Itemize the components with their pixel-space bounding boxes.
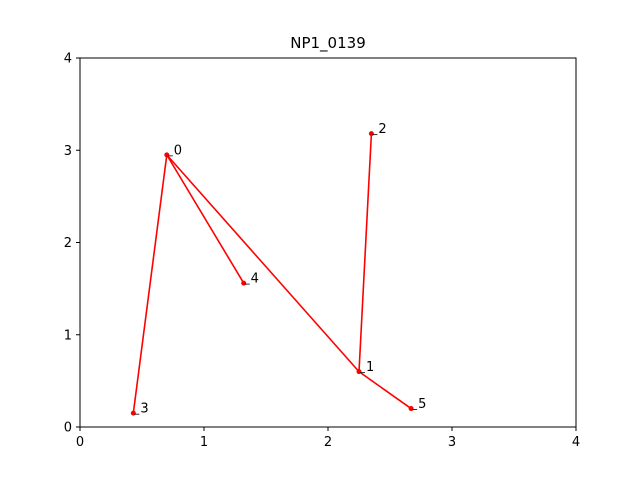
- x-tick-label: 2: [324, 435, 332, 450]
- point-label-5: 5: [418, 397, 426, 412]
- route-point-0: [164, 152, 170, 158]
- y-tick-label: 3: [64, 144, 72, 159]
- route-point-5: [408, 406, 414, 412]
- point-label-0: 0: [174, 143, 182, 158]
- point-label-3: 3: [140, 402, 148, 417]
- route-segment-0-4: [166, 154, 245, 284]
- plot-area: [79, 57, 577, 428]
- x-axis: 0 1 2 3 4: [76, 427, 580, 450]
- x-tick-label: 0: [76, 435, 84, 450]
- y-axis: 0 1 2 3 4: [64, 52, 80, 436]
- y-tick-label: 4: [64, 52, 72, 67]
- y-tick-label: 1: [64, 328, 72, 343]
- route-point-4: [241, 280, 247, 286]
- point-label-4: 4: [251, 272, 259, 287]
- route-segment-1-0: [166, 154, 360, 373]
- x-tick-label: 1: [200, 435, 208, 450]
- point-label-2: 2: [378, 122, 386, 137]
- y-tick-label: 0: [64, 421, 72, 436]
- route-point-2: [368, 131, 374, 137]
- x-tick-label: 4: [572, 435, 580, 450]
- route-segment-1-5: [358, 370, 412, 410]
- route-segment-0-3: [132, 154, 168, 414]
- route-point-3: [130, 410, 136, 416]
- x-tick-label: 3: [448, 435, 456, 450]
- point-label-1: 1: [366, 360, 374, 375]
- route-point-1: [356, 369, 362, 375]
- chart-title: NP1_0139: [290, 34, 365, 53]
- route-points: 0 1 2 3 4 5: [130, 122, 426, 417]
- route-lines: [132, 132, 412, 414]
- route-segment-2-1: [358, 132, 373, 373]
- y-tick-label: 2: [64, 236, 72, 251]
